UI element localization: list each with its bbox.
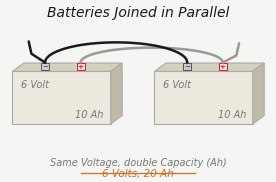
Text: Same Voltage, double Capacity (Ah): Same Voltage, double Capacity (Ah) bbox=[50, 158, 226, 168]
Text: 10 Ah: 10 Ah bbox=[217, 110, 246, 120]
Polygon shape bbox=[154, 63, 264, 71]
Text: 6 Volt: 6 Volt bbox=[20, 80, 49, 90]
FancyBboxPatch shape bbox=[154, 71, 253, 124]
Text: Batteries Joined in Parallel: Batteries Joined in Parallel bbox=[47, 6, 229, 20]
Text: 6 Volt: 6 Volt bbox=[163, 80, 191, 90]
Polygon shape bbox=[111, 63, 122, 124]
Text: −: − bbox=[184, 64, 190, 70]
Text: 6 Volts, 20 Ah: 6 Volts, 20 Ah bbox=[102, 169, 174, 179]
FancyBboxPatch shape bbox=[219, 63, 227, 70]
FancyBboxPatch shape bbox=[41, 63, 49, 70]
Text: +: + bbox=[78, 64, 84, 70]
Text: −: − bbox=[42, 64, 48, 70]
FancyBboxPatch shape bbox=[76, 63, 85, 70]
Text: +: + bbox=[220, 64, 226, 70]
Polygon shape bbox=[253, 63, 264, 124]
Text: 10 Ah: 10 Ah bbox=[75, 110, 104, 120]
FancyBboxPatch shape bbox=[183, 63, 191, 70]
FancyBboxPatch shape bbox=[12, 71, 111, 124]
Polygon shape bbox=[12, 63, 122, 71]
